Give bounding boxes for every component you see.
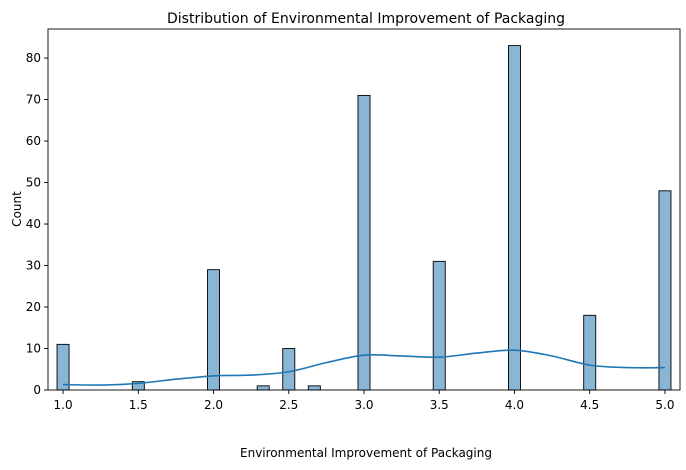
y-tick-label-5: 50	[26, 176, 41, 190]
kde-line	[63, 349, 665, 386]
x-axis-ticks: 1.0 1.5 2.0 2.5 3.0 3.5 4.0 4.5 5.0	[54, 390, 674, 412]
chart-title: Distribution of Environmental Improvemen…	[167, 11, 565, 27]
histogram-bar-8	[508, 45, 521, 391]
x-tick-label-7: 4.5	[580, 398, 599, 412]
y-tick-label-6: 60	[26, 134, 41, 148]
histogram-bar-3	[256, 385, 270, 391]
y-axis-ticks: 0 10 20 30 40 50 60 70 80	[26, 51, 48, 397]
y-axis-label: Count	[10, 191, 24, 227]
histogram-bar-10	[658, 190, 672, 391]
x-tick-label-6: 4.0	[505, 398, 524, 412]
histogram-bar-9	[583, 314, 597, 391]
histogram-bar-5	[307, 385, 321, 391]
histogram-bar-7	[432, 260, 446, 391]
x-tick-label-5: 3.5	[430, 398, 449, 412]
histogram-bar-2	[207, 269, 220, 391]
y-tick-label-1: 10	[26, 342, 41, 356]
x-axis-label: Environmental Improvement of Packaging	[240, 446, 492, 460]
y-tick-label-3: 30	[26, 259, 41, 273]
y-tick-label-0: 0	[33, 383, 41, 397]
y-tick-label-2: 20	[26, 300, 41, 314]
histogram-bar-4	[282, 348, 296, 391]
x-tick-label-0: 1.0	[54, 398, 73, 412]
y-tick-label-7: 70	[26, 93, 41, 107]
x-tick-label-2: 2.0	[204, 398, 223, 412]
x-tick-label-1: 1.5	[129, 398, 148, 412]
histogram-bar-0	[56, 343, 70, 391]
x-tick-label-8: 5.0	[655, 398, 674, 412]
x-tick-label-4: 3.0	[354, 398, 373, 412]
y-tick-label-8: 80	[26, 51, 41, 65]
histogram-bar-6	[357, 94, 371, 391]
x-tick-label-3: 2.5	[279, 398, 298, 412]
y-tick-label-4: 40	[26, 217, 41, 231]
